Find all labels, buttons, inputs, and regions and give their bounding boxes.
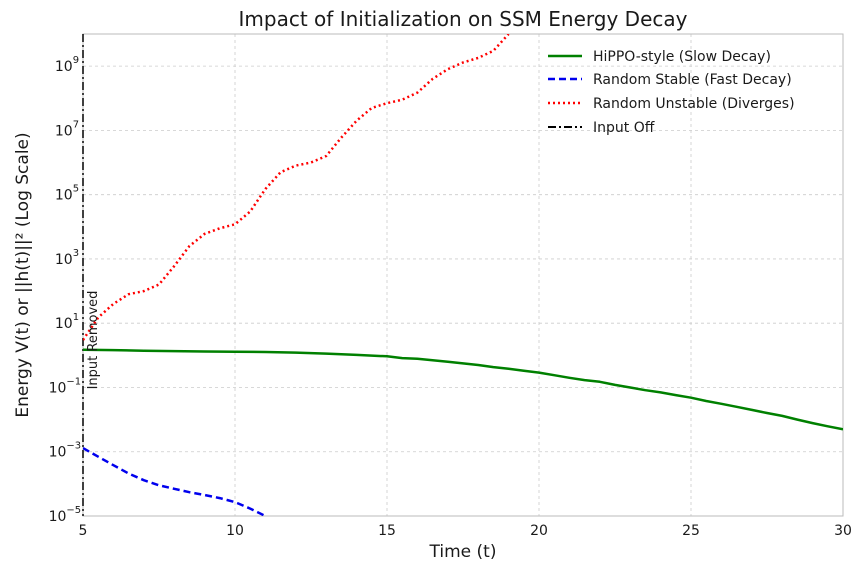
y-tick-base: 10 <box>49 445 67 461</box>
y-tick-label: 10 −3 <box>49 441 82 461</box>
y-tick-label: 10 7 <box>55 119 79 139</box>
y-tick-base: 10 <box>49 380 67 396</box>
y-tick-label: 10 5 <box>55 184 79 204</box>
x-tick-label: 20 <box>530 523 548 539</box>
y-tick-exponent: 5 <box>73 184 79 195</box>
y-tick-label: 10 3 <box>55 248 79 268</box>
y-tick-base: 10 <box>55 188 73 204</box>
y-tick-label: 10 9 <box>55 55 79 75</box>
y-tick-base: 10 <box>55 123 73 139</box>
series-line-0 <box>83 348 843 431</box>
y-tick-base: 10 <box>55 252 73 268</box>
y-tick-label: 10 1 <box>55 312 79 332</box>
legend-label-random-unstable: Random Unstable (Diverges) <box>593 96 795 112</box>
x-tick-label: 25 <box>682 523 700 539</box>
y-tick-exponent: 3 <box>73 248 79 259</box>
legend-label-hippo: HiPPO-style (Slow Decay) <box>593 49 771 65</box>
y-axis-label: Energy V(t) or ||h(t)||² (Log Scale) <box>13 132 33 417</box>
y-tick-label: 10 −1 <box>49 376 82 396</box>
y-tick-base: 10 <box>55 59 73 75</box>
y-tick-base: 10 <box>55 316 73 332</box>
series-layer <box>82 34 843 516</box>
y-tick-exponent: 1 <box>73 312 79 323</box>
y-tick-exponent: −3 <box>66 441 81 452</box>
legend-label-random-stable: Random Stable (Fast Decay) <box>593 72 792 88</box>
series-line-2 <box>83 34 510 341</box>
legend: HiPPO-style (Slow Decay) Random Stable (… <box>548 49 795 136</box>
y-tick-exponent: 7 <box>73 119 79 130</box>
y-tick-label: 10 −5 <box>49 505 82 525</box>
x-axis-label: Time (t) <box>429 542 497 562</box>
x-tick-label: 5 <box>79 523 88 539</box>
y-tick-exponent: 9 <box>73 55 79 66</box>
annotation-input-removed: Input Removed <box>86 291 101 390</box>
y-tick-exponent: −1 <box>66 376 81 387</box>
chart-title: Impact of Initialization on SSM Energy D… <box>239 7 688 31</box>
x-axis-ticks: 5 10 15 20 25 30 <box>79 523 852 539</box>
x-tick-label: 30 <box>834 523 852 539</box>
legend-label-input-off: Input Off <box>593 120 655 136</box>
x-tick-label: 15 <box>378 523 396 539</box>
x-tick-label: 10 <box>226 523 244 539</box>
y-tick-base: 10 <box>49 509 67 525</box>
series-line-1 <box>83 447 266 516</box>
y-tick-exponent: −5 <box>66 505 81 516</box>
